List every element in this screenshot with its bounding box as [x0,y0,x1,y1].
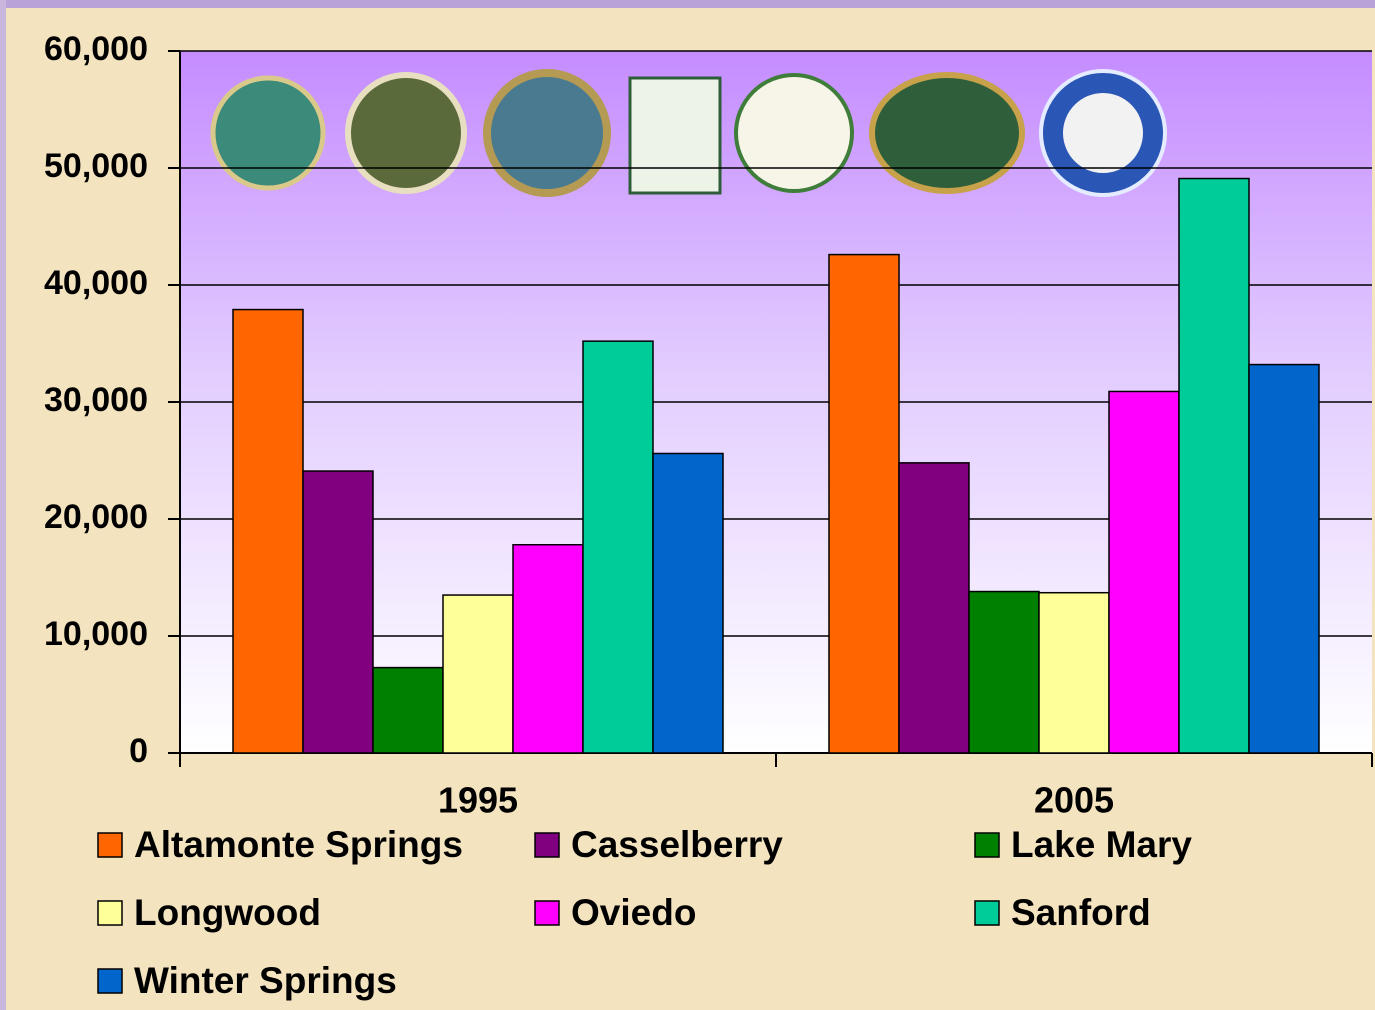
legend-swatch [534,900,560,926]
bar [1038,591,1110,754]
legend-label: Altamonte Springs [134,824,463,865]
y-tick-label: 40,000 [44,264,148,302]
x-tick-label: 2005 [1034,780,1114,821]
x-tick-label: 1995 [438,780,518,821]
y-tick-label: 20,000 [44,498,148,536]
bar [372,666,444,754]
bar [1108,390,1180,754]
frame-top [0,0,1375,8]
legend-swatch [97,968,123,994]
bar [652,452,724,754]
y-tick-label: 50,000 [44,147,148,185]
bar [1248,363,1320,754]
logo [734,73,854,193]
legend-swatch [974,832,1000,858]
bar [232,308,304,754]
bar [302,470,374,754]
legend-label: Lake Mary [1011,824,1192,865]
logo [869,72,1025,194]
legend-label: Casselberry [571,824,783,865]
legend-label: Sanford [1011,892,1151,933]
logo [483,69,611,197]
legend-label: Longwood [134,892,321,933]
bar [968,590,1040,754]
bar [828,253,900,754]
bar [898,462,970,754]
y-tick-label: 10,000 [44,615,148,653]
bar [442,594,514,754]
y-tick-label: 60,000 [44,30,148,68]
y-tick-label: 0 [129,732,148,770]
legend-label: Winter Springs [134,960,397,1001]
logo [1063,93,1143,173]
logo [628,76,722,195]
legend-swatch [974,900,1000,926]
legend-swatch [97,832,123,858]
logo [345,72,467,194]
bar [512,543,584,754]
y-tick-label: 30,000 [44,381,148,419]
bar [1178,177,1250,754]
bar [582,340,654,754]
legend-swatch [534,832,560,858]
frame-left [0,0,6,1010]
logos [210,69,1167,197]
legend-label: Oviedo [571,892,696,933]
legend-swatch [97,900,123,926]
logo [210,75,326,191]
